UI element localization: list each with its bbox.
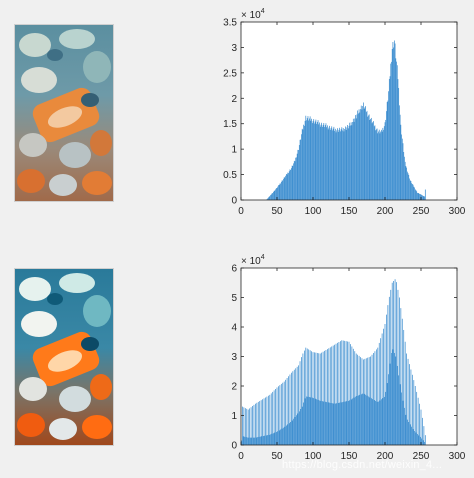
- equalized-image: [14, 268, 114, 446]
- y-tick-label: 1: [231, 411, 237, 422]
- y-tick-label: 5: [231, 293, 237, 304]
- y-tick-label: 2: [231, 382, 237, 393]
- x-tick-label: 50: [271, 451, 283, 462]
- x-tick-label: 250: [413, 451, 430, 462]
- original-image: [14, 24, 114, 202]
- y-tick-label: 2: [231, 94, 237, 105]
- x-tick-label: 100: [305, 451, 322, 462]
- y-tick-label: 2.5: [223, 68, 237, 79]
- x-ticks-top: 0 50 100 150 200 250 300: [238, 22, 466, 217]
- histogram-bottom: 0 50 100 150 200 250 300 0 1 2 3 4 5 6 × 104: [231, 254, 465, 462]
- x-tick-label: 250: [413, 206, 430, 217]
- y-tick-label: 3: [231, 352, 237, 363]
- y-tick-label: 6: [231, 264, 237, 275]
- x-tick-label: 50: [271, 206, 283, 217]
- y-tick-label: 3.5: [223, 18, 237, 29]
- y-tick-label: 0: [231, 196, 237, 207]
- y-exponent-bottom: × 104: [241, 254, 265, 267]
- x-tick-label: 150: [341, 451, 358, 462]
- x-tick-label: 0: [238, 206, 244, 217]
- y-tick-label: 1: [231, 145, 237, 156]
- x-tick-label: 300: [449, 206, 466, 217]
- x-tick-label: 200: [377, 451, 394, 462]
- x-tick-label: 100: [305, 206, 322, 217]
- histogram-top: 0 50 100 150 200 250 300 0 0.5 1 1.5 2 2.5 3 3.5 × 10…: [223, 8, 466, 217]
- x-tick-label: 300: [449, 451, 466, 462]
- y-tick-label: 4: [231, 323, 237, 334]
- bars-bottom: [241, 279, 426, 445]
- x-tick-label: 0: [238, 451, 244, 462]
- y-tick-label: 0.5: [223, 170, 237, 181]
- y-ticks-top: 0 0.5 1 1.5 2 2.5 3 3.5: [223, 18, 457, 207]
- bars-top: [266, 40, 426, 200]
- x-ticks-bottom: 0 50 100 150 200 250 300: [238, 268, 466, 462]
- watermark-text: https://blog.csdn.net/weixin_4...: [282, 459, 443, 471]
- y-exponent-top: × 104: [241, 8, 265, 21]
- y-ticks-bottom: 0 1 2 3 4 5 6: [231, 264, 457, 452]
- y-tick-label: 1.5: [223, 119, 237, 130]
- y-tick-label: 0: [231, 441, 237, 452]
- x-tick-label: 150: [341, 206, 358, 217]
- x-tick-label: 200: [377, 206, 394, 217]
- y-tick-label: 3: [231, 43, 237, 54]
